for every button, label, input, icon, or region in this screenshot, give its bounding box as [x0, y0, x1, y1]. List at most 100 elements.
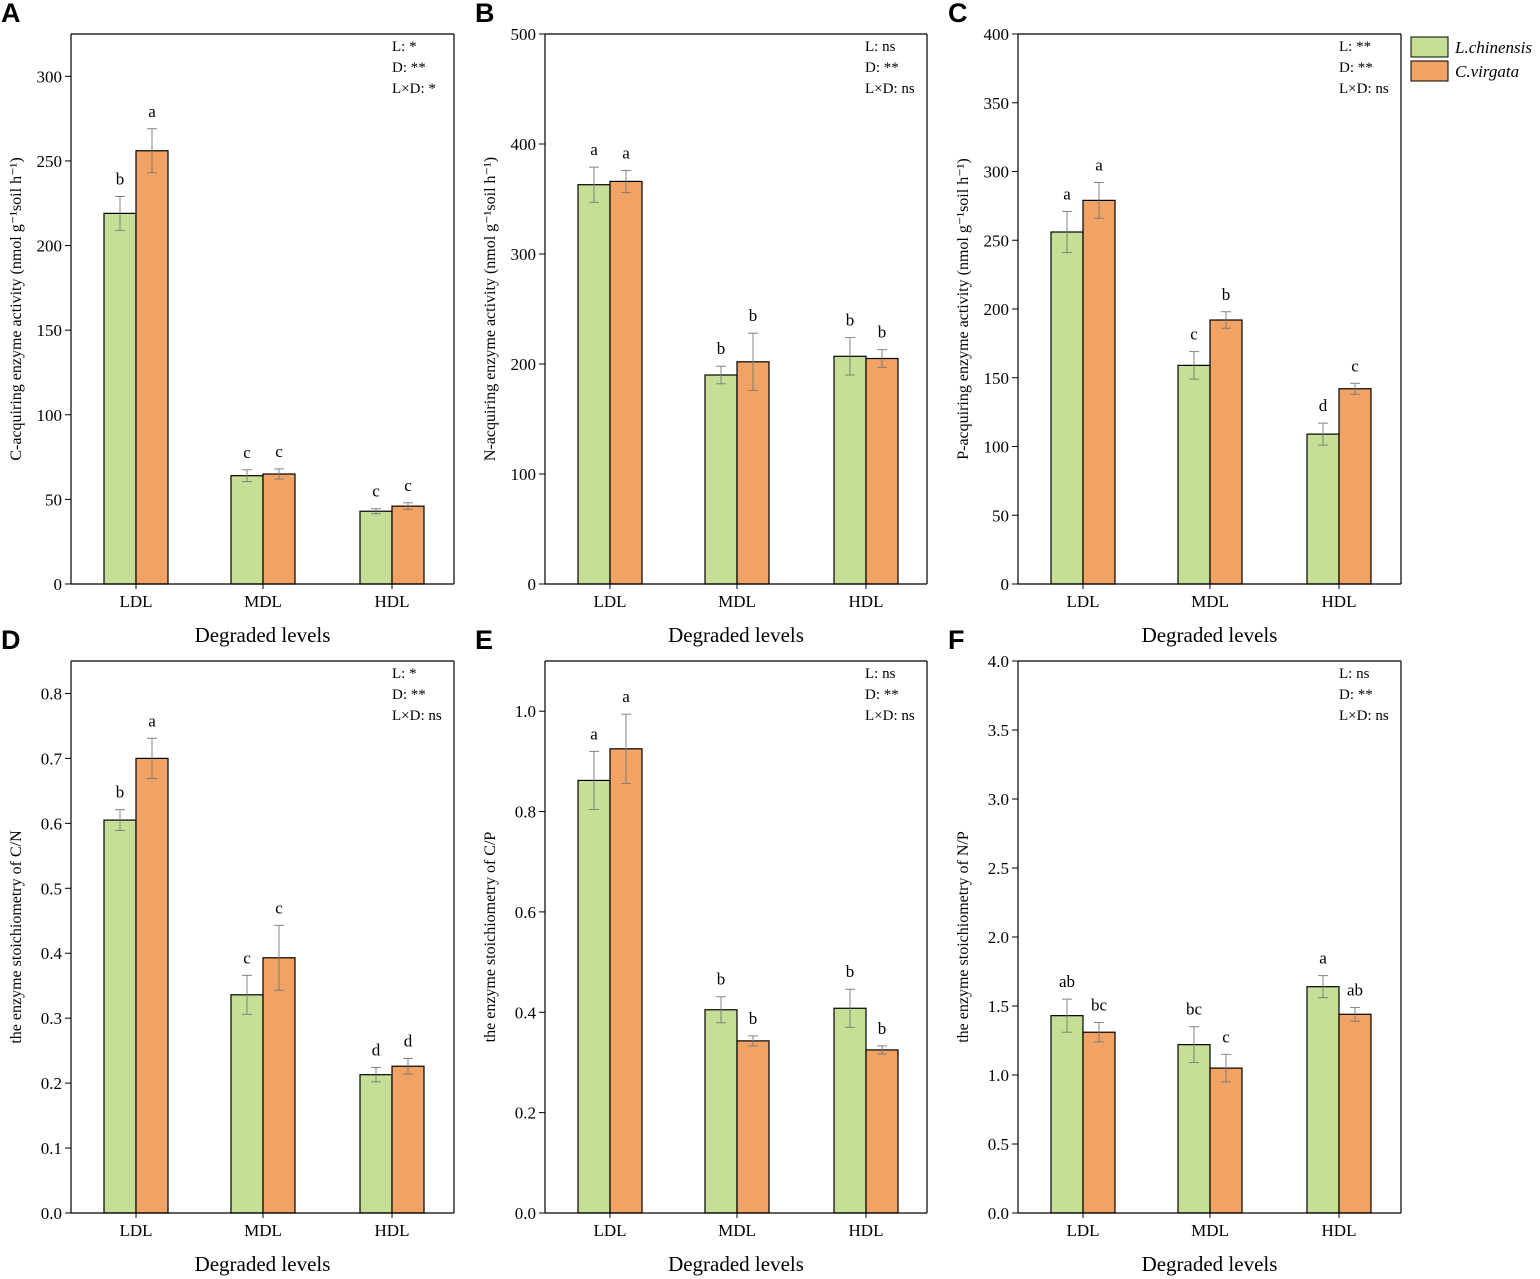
y-tick-label: 250	[984, 231, 1010, 250]
x-tick-label: LDL	[593, 1221, 626, 1240]
y-tick-label: 0.5	[41, 879, 62, 898]
significance-letter: a	[1063, 184, 1071, 203]
stat-annotation: L: **	[1339, 39, 1371, 55]
stat-annotation: D: **	[1339, 687, 1373, 703]
bar	[262, 473, 296, 585]
panel-b: Ba a LDL b b MDL b b HDL 0 100 200 300 400 500 Degraded…	[475, 0, 928, 647]
bar	[1050, 231, 1084, 585]
stat-annotation: D: **	[392, 687, 426, 703]
y-tick-label: 150	[984, 369, 1010, 388]
panel-letter: D	[1, 625, 21, 655]
stat-annotation: L×D: ns	[1339, 81, 1389, 97]
y-axis-title: P-acquiring enzyme activity (nmol g⁻¹soi…	[955, 158, 972, 460]
stat-annotation: D: **	[865, 60, 899, 76]
y-tick-label: 200	[37, 237, 63, 256]
bar	[230, 994, 264, 1214]
significance-letter: bc	[1186, 1000, 1203, 1019]
y-axis-title: N-acquiring enzyme activity (nmol g⁻¹soi…	[482, 157, 499, 461]
x-axis-title: Degraded levels	[668, 623, 804, 647]
stat-annotation: L×D: ns	[865, 81, 915, 97]
bar	[103, 819, 137, 1214]
stat-annotation: L: ns	[1339, 666, 1370, 682]
significance-letter: c	[275, 442, 283, 461]
panel-letter: A	[1, 0, 21, 28]
bar	[135, 150, 169, 585]
y-tick-label: 0	[528, 575, 537, 594]
y-tick-label: 0.4	[41, 944, 63, 963]
significance-letter: b	[878, 1019, 887, 1038]
stat-annotation: L×D: ns	[1339, 708, 1389, 724]
bar	[1177, 364, 1211, 585]
significance-letter: b	[846, 311, 855, 330]
y-tick-label: 0.2	[515, 1104, 536, 1123]
significance-letter: d	[404, 1031, 413, 1050]
x-tick-label: HDL	[375, 592, 410, 611]
y-tick-label: 300	[984, 163, 1010, 182]
significance-letter: b	[717, 970, 726, 989]
y-tick-label: 0.7	[41, 749, 63, 768]
significance-letter: c	[372, 482, 380, 501]
significance-letter: a	[148, 102, 156, 121]
significance-letter: b	[846, 962, 855, 981]
x-axis-title: Degraded levels	[1142, 1252, 1278, 1276]
bar	[103, 212, 137, 585]
y-tick-label: 0.0	[515, 1204, 536, 1223]
y-tick-label: 0.6	[515, 903, 536, 922]
y-tick-label: 0.8	[41, 684, 62, 703]
significance-letter: b	[717, 339, 726, 358]
stat-annotation: L: ns	[865, 39, 896, 55]
y-tick-label: 2.0	[988, 928, 1009, 947]
bar	[1082, 1031, 1116, 1214]
bar	[833, 1007, 867, 1214]
x-tick-label: HDL	[849, 1221, 884, 1240]
bar	[1338, 388, 1372, 585]
significance-letter: a	[590, 724, 598, 743]
x-tick-label: MDL	[1191, 1221, 1229, 1240]
significance-letter: b	[1222, 285, 1231, 304]
stat-annotation: L×D: ns	[865, 708, 915, 724]
bar	[359, 1074, 393, 1214]
y-axis-title: the enzyme stoichiometry of N/P	[955, 831, 972, 1043]
bar	[609, 748, 643, 1214]
bar	[135, 757, 169, 1214]
y-tick-label: 0.0	[41, 1204, 62, 1223]
bar	[1209, 319, 1243, 585]
significance-letter: a	[622, 143, 630, 162]
stat-annotation: L×D: *	[392, 81, 436, 97]
significance-letter: b	[749, 306, 758, 325]
y-tick-label: 200	[984, 300, 1010, 319]
panel-letter: F	[948, 625, 965, 655]
y-tick-label: 0.1	[41, 1139, 62, 1158]
x-axis-title: Degraded levels	[1142, 623, 1278, 647]
bar	[359, 510, 393, 585]
significance-letter: b	[116, 783, 125, 802]
bar	[609, 180, 643, 585]
y-tick-label: 400	[511, 135, 537, 154]
significance-letter: ab	[1059, 972, 1075, 991]
y-tick-label: 50	[45, 490, 62, 509]
legend-label-l-chinensis: L.chinensis	[1454, 38, 1532, 57]
panel-e: Ea a LDL b b MDL b b HDL 0.0 0.2 0.4 0.6 0.8 1.0 Degrad…	[475, 625, 928, 1276]
bar	[704, 1009, 738, 1214]
y-tick-label: 350	[984, 94, 1010, 113]
y-tick-label: 500	[511, 25, 537, 44]
x-tick-label: LDL	[1066, 1221, 1099, 1240]
stat-annotation: D: **	[865, 687, 899, 703]
bar	[1177, 1044, 1211, 1214]
x-tick-label: LDL	[119, 592, 152, 611]
x-axis-title: Degraded levels	[195, 623, 331, 647]
y-tick-label: 300	[511, 245, 537, 264]
bar	[577, 184, 611, 585]
bar	[865, 1049, 899, 1214]
significance-letter: bc	[1091, 996, 1108, 1015]
significance-letter: a	[590, 140, 598, 159]
y-tick-label: 300	[37, 67, 63, 86]
x-tick-label: MDL	[244, 1221, 282, 1240]
x-tick-label: HDL	[849, 592, 884, 611]
y-tick-label: 1.5	[988, 997, 1009, 1016]
x-tick-label: HDL	[1322, 1221, 1357, 1240]
y-tick-label: 0	[54, 575, 63, 594]
significance-letter: c	[275, 898, 283, 917]
y-tick-label: 3.0	[988, 790, 1009, 809]
